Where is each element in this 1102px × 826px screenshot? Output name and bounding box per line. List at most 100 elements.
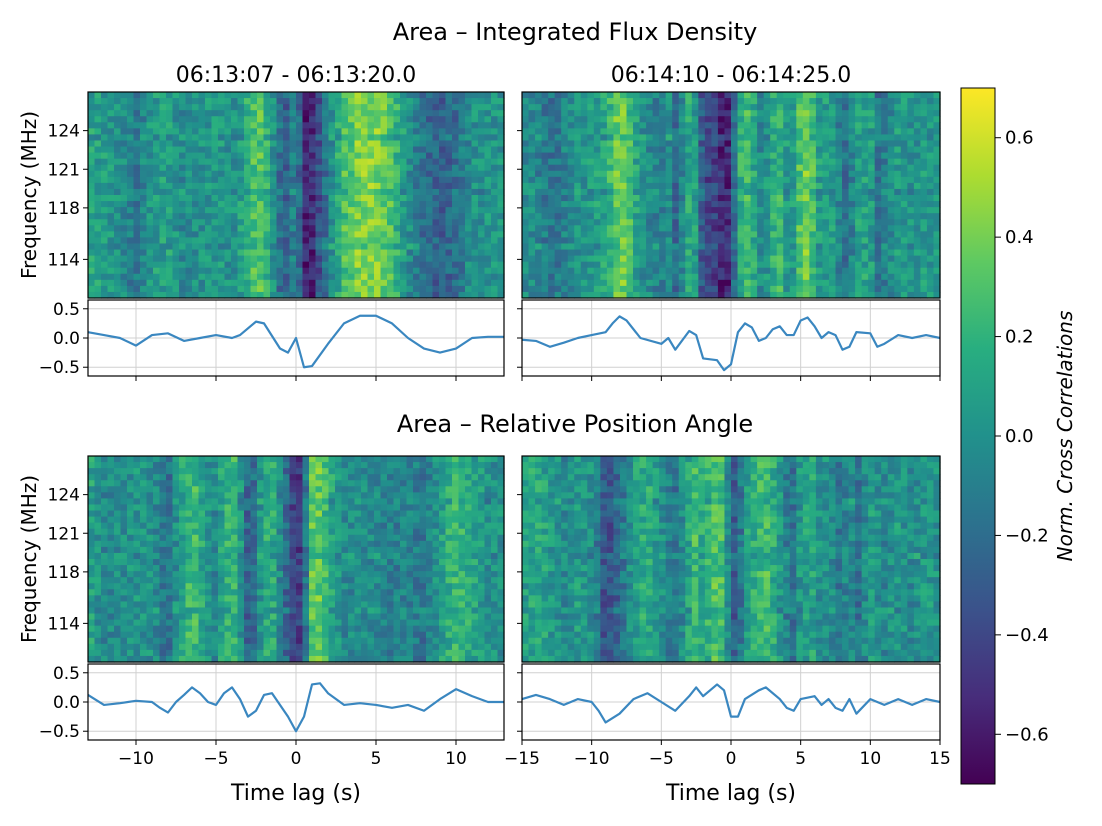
heatmap-cell [153, 637, 161, 645]
heatmap-cell [471, 261, 479, 269]
heatmap-cell [322, 219, 330, 226]
heatmap-cell [541, 98, 549, 105]
heatmap-cell [548, 188, 556, 196]
heatmap-cell [652, 255, 660, 263]
heatmap-cell [302, 201, 310, 208]
heatmap-cell [717, 182, 726, 190]
heatmap-cell [101, 188, 109, 196]
heatmap-cell [704, 225, 713, 232]
heatmap-cell [783, 170, 791, 178]
heatmap-cell [166, 480, 174, 487]
heatmap-cell [432, 146, 440, 154]
heatmap-cell [211, 201, 219, 208]
heatmap-cell [535, 158, 543, 166]
heatmap-cell [497, 261, 505, 269]
heatmap-cell [842, 267, 850, 275]
heatmap-cell [322, 110, 330, 117]
heatmap-cell [127, 595, 135, 603]
heatmap-cell [626, 134, 634, 142]
heatmap-cell [185, 516, 193, 524]
heatmap-cell [484, 195, 492, 202]
heatmap-cell [205, 213, 213, 220]
heatmap-cell [270, 152, 278, 160]
heatmap-cell [205, 116, 213, 123]
heatmap-cell [101, 528, 109, 536]
heatmap-cell [146, 285, 154, 293]
heatmap-cell [283, 285, 291, 293]
heatmap-cell [822, 279, 830, 287]
heatmap-cell [257, 255, 265, 263]
heatmap-cell [419, 104, 427, 111]
heatmap-cell [465, 128, 473, 136]
heatmap-cell [685, 104, 693, 111]
heatmap-cell [887, 279, 895, 287]
heatmap-cell [192, 170, 200, 178]
heatmap-cell [406, 195, 414, 202]
heatmap-cell [328, 110, 336, 117]
heatmap-cell [432, 243, 440, 251]
heatmap-cell [114, 571, 122, 578]
heatmap-cell [114, 559, 122, 566]
heatmap-cell [907, 201, 915, 208]
heatmap-cell [822, 267, 830, 275]
heatmap-cell [224, 188, 232, 196]
heatmap-cell [283, 279, 291, 287]
heatmap-cell [848, 195, 856, 202]
heatmap-cell [127, 140, 135, 148]
heatmap-cell [907, 225, 915, 232]
heatmap-cell [120, 134, 128, 142]
heatmap-cell [166, 649, 174, 657]
heatmap-cell [913, 164, 922, 172]
heatmap-cell [763, 225, 771, 232]
heatmap-cell [574, 201, 582, 208]
heatmap-cell [101, 279, 109, 287]
heatmap-cell [426, 128, 434, 136]
heatmap-cell [541, 261, 549, 269]
heatmap-cell [587, 285, 595, 293]
heatmap-cell [445, 158, 453, 166]
heatmap-cell [231, 110, 239, 117]
heatmap-cell [179, 552, 187, 560]
heatmap-cell [619, 110, 628, 117]
heatmap-cell [659, 164, 667, 172]
heatmap-cell [120, 504, 128, 512]
heatmap-cell [179, 522, 187, 530]
heatmap-cell [894, 188, 902, 196]
heatmap-cell [478, 182, 486, 190]
heatmap-cell [101, 98, 109, 105]
heatmap-cell [796, 285, 804, 293]
heatmap-cell [861, 285, 869, 293]
heatmap-cell [328, 146, 336, 154]
heatmap-cell [341, 152, 349, 160]
heatmap-cell [406, 291, 414, 299]
heatmap-cell [302, 225, 310, 232]
heatmap-cell [140, 176, 148, 184]
heatmap-cell [926, 219, 935, 226]
heatmap-cell [770, 158, 778, 166]
heatmap-cell [257, 188, 265, 196]
heatmap-cell [374, 207, 382, 214]
heatmap-cell [659, 243, 667, 251]
heatmap-cell [192, 522, 200, 530]
heatmap-cell [796, 116, 804, 123]
heatmap-cell [600, 195, 608, 202]
heatmap-cell [309, 219, 317, 226]
heatmap-cell [646, 128, 654, 136]
heatmap-cell [842, 152, 850, 160]
heatmap-cell [322, 92, 330, 99]
heatmap-cell [94, 462, 102, 469]
heatmap-cell [809, 134, 817, 142]
heatmap-cell [613, 98, 621, 105]
heatmap-cell [471, 237, 479, 245]
heatmap-cell [665, 273, 673, 281]
heatmap-cell [107, 110, 115, 117]
heatmap-cell [613, 273, 621, 281]
heatmap-cell [224, 249, 232, 257]
heatmap-cell [348, 158, 356, 166]
heatmap-cell [626, 146, 634, 154]
heatmap-cell [101, 571, 109, 578]
heatmap-cell [413, 213, 421, 220]
heatmap-cell [224, 122, 232, 129]
heatmap-cell [218, 207, 226, 214]
heatmap-cell [127, 546, 135, 554]
